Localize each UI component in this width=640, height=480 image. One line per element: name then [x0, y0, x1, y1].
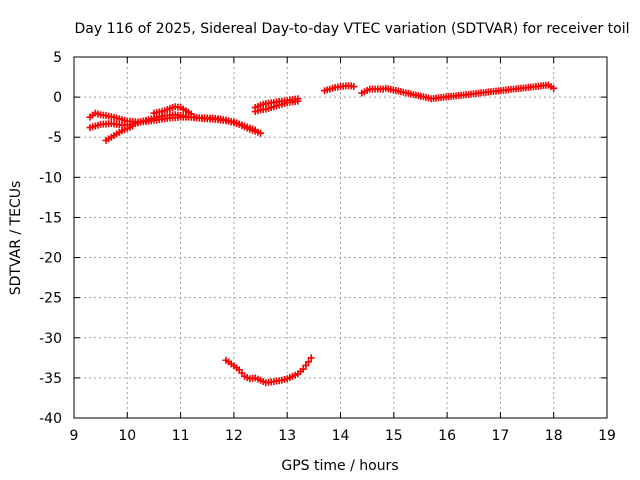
data-point	[187, 110, 195, 118]
y-tick-label: 0	[53, 90, 62, 106]
grid	[74, 57, 607, 418]
x-tick-label: 9	[70, 428, 79, 444]
data-point	[550, 84, 558, 92]
x-axis-title: GPS time / hours	[281, 458, 398, 474]
series-arc-a-hump	[150, 103, 195, 118]
series-arc-a-lower	[86, 111, 265, 137]
x-tick-label: 18	[545, 428, 563, 444]
y-tick-label: -5	[48, 130, 62, 146]
data-point	[257, 129, 265, 137]
x-tick-label: 19	[598, 428, 616, 444]
x-tick-label: 15	[385, 428, 403, 444]
series-arc-d	[222, 354, 315, 387]
data-points	[86, 81, 558, 387]
x-tick-label: 10	[118, 428, 136, 444]
y-tick-label: -15	[39, 210, 62, 226]
x-tick-label: 14	[332, 428, 350, 444]
y-axis-title: SDTVAR / TECUs	[8, 181, 24, 296]
y-tick-label: -10	[39, 170, 62, 186]
y-tick-label: -30	[39, 331, 62, 347]
data-point	[302, 361, 310, 369]
series-arc-b-lower	[251, 97, 302, 116]
y-tick-label: -35	[39, 371, 62, 387]
series-isolated	[358, 81, 558, 103]
y-tick-label: -25	[39, 291, 62, 307]
x-tick-label: 16	[438, 428, 456, 444]
data-point	[305, 358, 313, 366]
data-point	[129, 122, 137, 130]
x-tick-label: 12	[225, 428, 243, 444]
x-tick-label: 17	[491, 428, 509, 444]
ticks: 9 10 11 12 13 14 15 16 17 18 19 5 0 -5 -10 -15 -20 -25 -30…	[39, 50, 616, 444]
chart-title: Day 116 of 2025, Sidereal Day-to-day VTE…	[74, 21, 629, 37]
data-point	[307, 354, 315, 362]
x-tick-label: 11	[172, 428, 190, 444]
data-point	[294, 97, 302, 105]
series-arc-a-dip	[102, 122, 137, 144]
series-arc-c	[321, 82, 358, 95]
plot-frame	[73, 56, 608, 419]
x-tick-label: 13	[278, 428, 296, 444]
data-point	[299, 365, 307, 373]
y-tick-label: -40	[39, 411, 62, 427]
y-tick-label: 5	[53, 50, 62, 66]
data-point	[350, 83, 358, 91]
y-tick-label: -20	[39, 251, 62, 267]
